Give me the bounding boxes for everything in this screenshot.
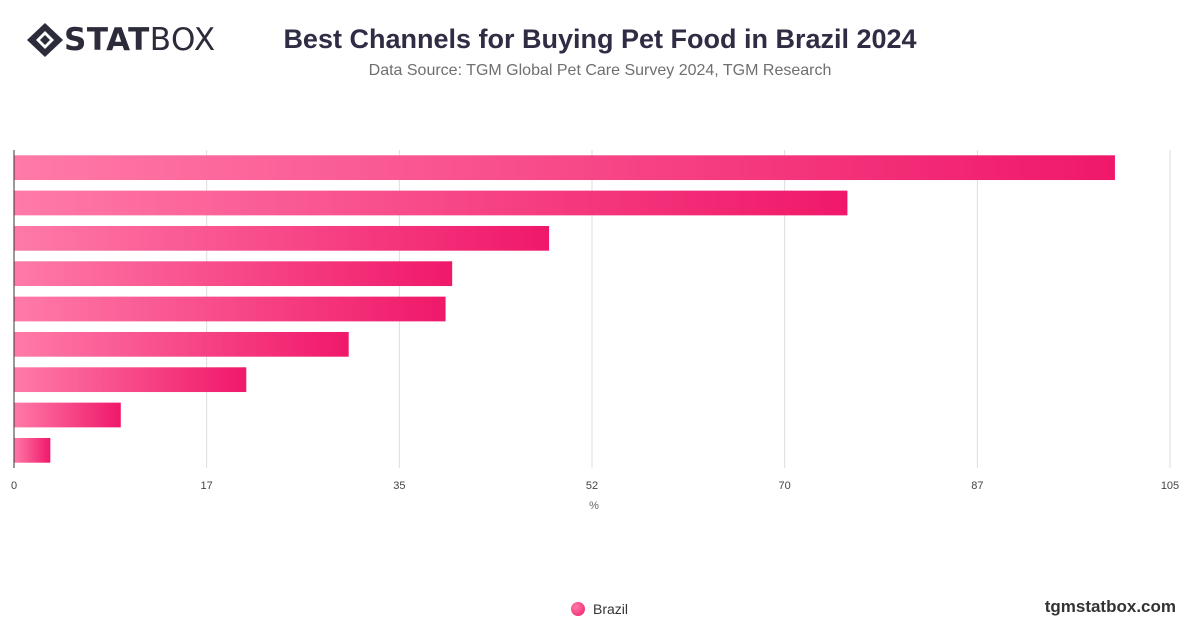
logo-text-bold: STAT xyxy=(64,22,150,58)
logo-text-light: BOX xyxy=(149,22,216,58)
bar[interactable] xyxy=(14,190,848,216)
bar[interactable] xyxy=(14,225,550,251)
legend[interactable]: Brazil xyxy=(571,601,628,617)
chart-title: Best Channels for Buying Pet Food in Bra… xyxy=(283,24,917,54)
x-axis-ticks: 0 17 35 52 70 87 105 xyxy=(11,480,1179,492)
statbox-logo: STAT BOX xyxy=(26,22,216,58)
x-tick-label: 52 xyxy=(586,480,598,492)
bar[interactable] xyxy=(14,367,247,393)
footer-site: tgmstatbox.com xyxy=(1044,597,1176,616)
x-tick-label: 87 xyxy=(971,480,983,492)
bars xyxy=(14,155,1115,463)
bar[interactable] xyxy=(14,296,446,322)
bar[interactable] xyxy=(14,331,349,357)
x-axis-label: % xyxy=(589,500,599,512)
statbox-diamond-icon xyxy=(27,23,63,57)
bar[interactable] xyxy=(14,437,51,463)
x-tick-label: 70 xyxy=(779,480,791,492)
x-tick-label: 35 xyxy=(393,480,405,492)
bar[interactable] xyxy=(14,261,453,287)
x-tick-label: 105 xyxy=(1161,480,1179,492)
bar[interactable] xyxy=(14,402,121,428)
x-tick-label: 17 xyxy=(201,480,213,492)
chart-subtitle: Data Source: TGM Global Pet Care Survey … xyxy=(368,62,832,79)
legend-label-brazil: Brazil xyxy=(593,601,629,617)
x-tick-label: 0 xyxy=(11,480,17,492)
bar[interactable] xyxy=(14,155,1115,181)
legend-marker-brazil xyxy=(571,602,585,616)
